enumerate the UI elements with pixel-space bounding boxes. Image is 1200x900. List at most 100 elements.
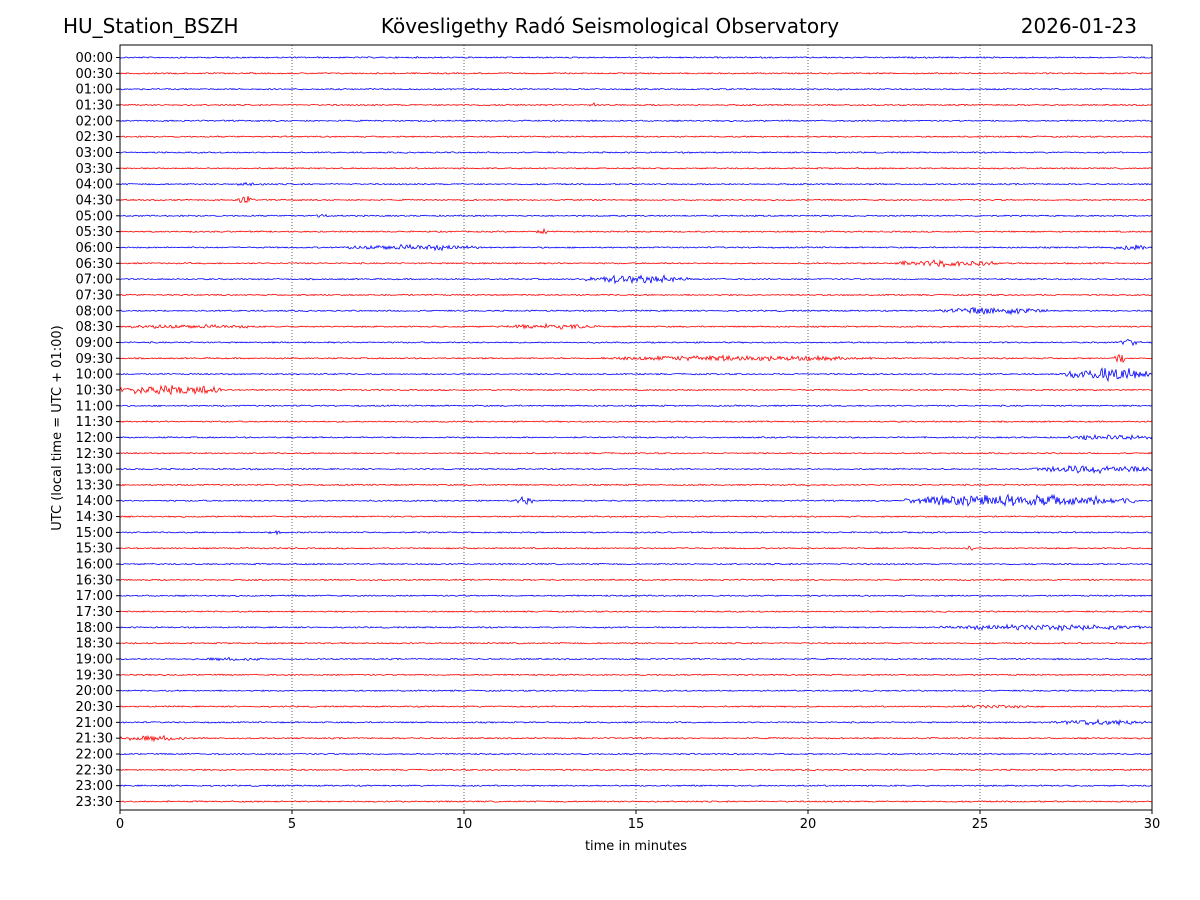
- trace-0100: [119, 87, 1153, 91]
- trace-1700: [119, 594, 1153, 598]
- trace-0400: [119, 181, 1153, 187]
- y-tick-label: 12:30: [76, 447, 113, 462]
- trace-1800: [119, 623, 1153, 632]
- y-tick-label: 05:00: [76, 209, 113, 224]
- y-tick-label: 07:00: [76, 273, 113, 288]
- y-tick-label: 03:00: [76, 146, 113, 161]
- y-tick-label: 09:00: [76, 336, 113, 351]
- y-tick-label: 10:30: [76, 383, 113, 398]
- grid-lines: [291, 45, 981, 810]
- trace-1630: [119, 578, 1153, 582]
- trace-0800: [119, 306, 1153, 316]
- y-tick-label: 04:30: [76, 193, 113, 208]
- trace-1030: [119, 384, 1153, 396]
- y-tick-label: 01:30: [76, 98, 113, 113]
- y-tick-label: 16:30: [76, 573, 113, 588]
- trace-2330: [119, 800, 1153, 803]
- trace-0530: [119, 227, 1153, 235]
- y-tick-label: 18:00: [76, 621, 113, 636]
- trace-1200: [119, 433, 1153, 441]
- trace-0330: [119, 166, 1153, 170]
- y-tick-label: 22:00: [76, 748, 113, 763]
- y-tick-label: 08:30: [76, 320, 113, 335]
- y-tick-label: 21:30: [76, 732, 113, 747]
- trace-1300: [119, 464, 1153, 475]
- trace-1230: [119, 451, 1153, 455]
- chart-title: Kövesligethy Radó Seismological Observat…: [380, 14, 840, 38]
- y-tick-label: 19:00: [76, 653, 113, 668]
- x-tick-label: 10: [456, 817, 473, 832]
- y-tick-label: 23:00: [76, 779, 113, 794]
- trace-2100: [119, 718, 1153, 727]
- trace-1100: [119, 404, 1153, 408]
- y-tick-label: 21:00: [76, 716, 113, 731]
- y-tick-label: 14:00: [76, 494, 113, 509]
- x-tick-label: 30: [1144, 817, 1161, 832]
- y-axis-label: UTC (local time = UTC + 01:00): [50, 325, 65, 530]
- y-tick-label: 08:00: [76, 304, 113, 319]
- y-tick-label: 06:00: [76, 241, 113, 256]
- y-tick-label: 04:00: [76, 178, 113, 193]
- trace-0130: [119, 102, 1153, 107]
- y-tick-label: 02:30: [76, 130, 113, 145]
- trace-0200: [119, 119, 1153, 123]
- y-tick-label: 13:30: [76, 478, 113, 493]
- y-tick-label: 01:00: [76, 83, 113, 98]
- trace-0630: [119, 259, 1153, 269]
- trace-1900: [119, 656, 1153, 662]
- trace-0030: [119, 71, 1153, 75]
- x-tick-label: 20: [800, 817, 817, 832]
- x-axis-ticks: 0 5 10 15 20 25 30: [116, 810, 1160, 832]
- trace-0830: [119, 322, 1153, 330]
- y-tick-label: 06:30: [76, 257, 113, 272]
- trace-0930: [119, 353, 1153, 364]
- x-tick-label: 25: [972, 817, 989, 832]
- trace-0300: [119, 151, 1153, 154]
- trace-1830: [119, 641, 1153, 645]
- y-tick-label: 22:30: [76, 763, 113, 778]
- y-tick-label: 20:30: [76, 700, 113, 715]
- station-name: HU_Station_BSZH: [63, 14, 239, 38]
- trace-0230: [119, 135, 1153, 138]
- trace-2030: [119, 704, 1153, 709]
- trace-1930: [119, 673, 1153, 677]
- trace-1730: [119, 610, 1153, 613]
- x-axis-label: time in minutes: [585, 839, 687, 854]
- trace-1500: [119, 529, 1153, 536]
- trace-1530: [119, 545, 1153, 551]
- y-tick-label: 15:30: [76, 542, 113, 557]
- trace-0700: [119, 274, 1153, 285]
- trace-1330: [119, 483, 1153, 487]
- x-tick-label: 0: [116, 817, 124, 832]
- trace-2130: [119, 734, 1153, 743]
- x-tick-label: 5: [288, 817, 296, 832]
- trace-0600: [119, 243, 1153, 252]
- trace-0730: [119, 293, 1153, 297]
- trace-2200: [119, 752, 1153, 756]
- trace-0500: [119, 213, 1153, 218]
- y-tick-label: 18:30: [76, 637, 113, 652]
- y-tick-label: 07:30: [76, 288, 113, 303]
- y-tick-label: 03:30: [76, 162, 113, 177]
- trace-1000: [119, 367, 1153, 383]
- y-tick-label: 10:00: [76, 368, 113, 383]
- trace-1430: [119, 515, 1153, 518]
- y-tick-label: 00:30: [76, 67, 113, 82]
- trace-1600: [119, 562, 1153, 566]
- trace-2300: [119, 784, 1153, 788]
- y-tick-label: 12:00: [76, 431, 113, 446]
- y-tick-label: 17:00: [76, 589, 113, 604]
- y-tick-label: 15:00: [76, 526, 113, 541]
- y-tick-label: 00:00: [76, 51, 113, 66]
- trace-0000: [119, 56, 1153, 59]
- trace-2230: [119, 768, 1153, 772]
- chart-date: 2026-01-23: [1020, 14, 1137, 38]
- y-tick-label: 02:00: [76, 114, 113, 129]
- x-tick-label: 15: [628, 817, 645, 832]
- trace-2000: [119, 689, 1153, 692]
- y-tick-label: 14:30: [76, 510, 113, 525]
- y-axis-ticks: 00:0000:3001:0001:3002:0002:3003:0003:30…: [76, 51, 120, 810]
- trace-0430: [119, 195, 1153, 203]
- y-tick-label: 09:30: [76, 352, 113, 367]
